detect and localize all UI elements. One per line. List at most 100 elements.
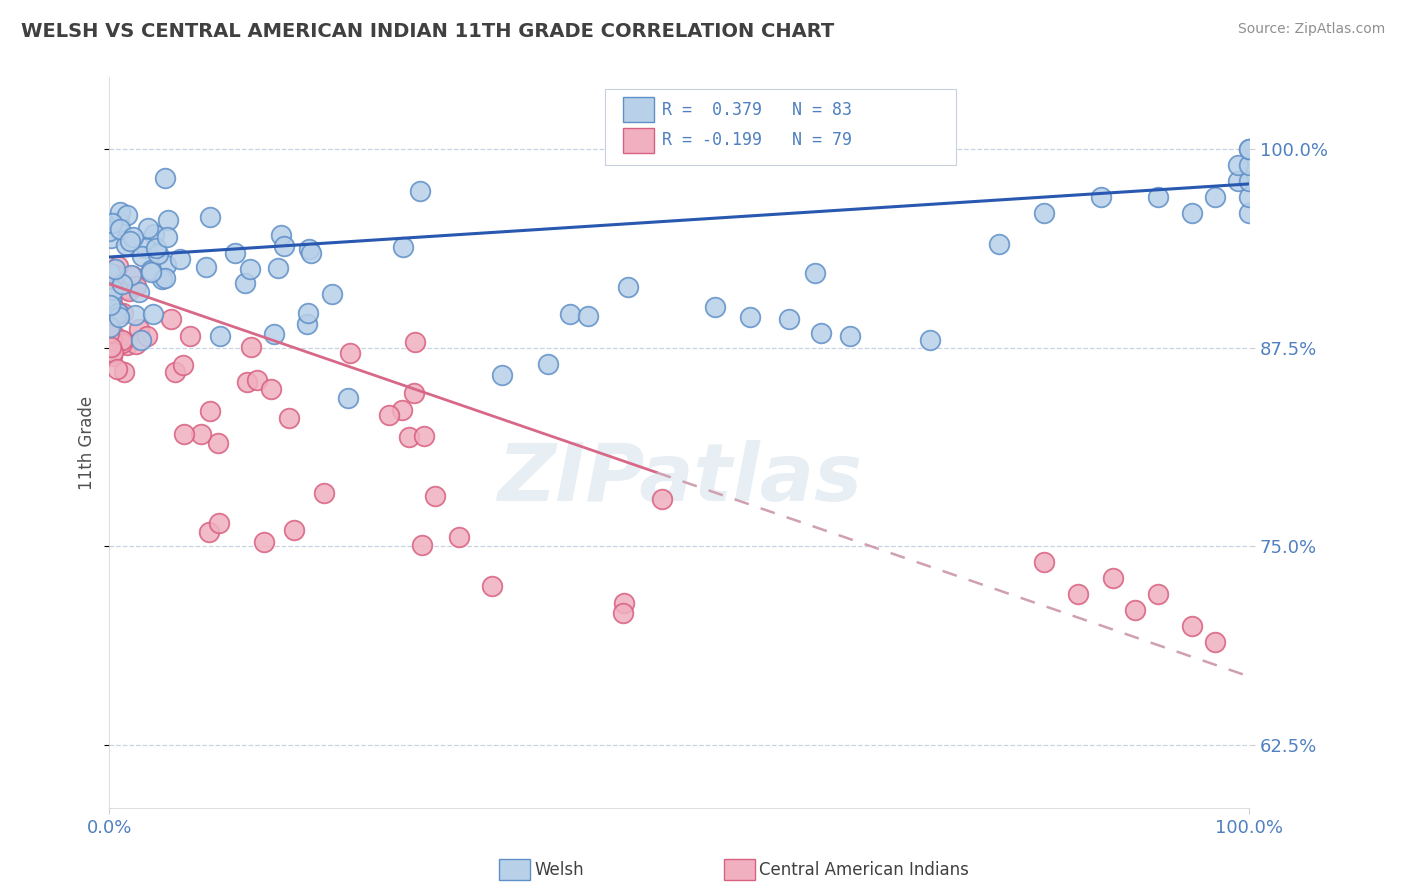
Point — [108, 204, 131, 219]
Point — [312, 486, 335, 500]
Point — [111, 277, 134, 291]
Point — [104, 268, 127, 283]
Point — [107, 259, 129, 273]
Point — [100, 231, 122, 245]
Text: R = -0.199   N = 79: R = -0.199 N = 79 — [662, 131, 852, 149]
Point — [108, 222, 131, 236]
Point — [156, 212, 179, 227]
Point — [233, 276, 256, 290]
Point — [125, 278, 148, 293]
Point — [208, 516, 231, 530]
Point — [131, 249, 153, 263]
Point — [321, 287, 343, 301]
Point — [560, 307, 582, 321]
Point — [107, 305, 129, 319]
Point — [155, 259, 177, 273]
Point — [128, 285, 150, 300]
Point — [447, 530, 470, 544]
Point — [100, 340, 122, 354]
Point — [112, 334, 135, 348]
Point — [98, 326, 121, 341]
Point — [169, 252, 191, 266]
Point — [1239, 205, 1261, 219]
Text: Central American Indians: Central American Indians — [759, 861, 969, 879]
Point — [378, 409, 401, 423]
Point — [150, 272, 173, 286]
Point — [115, 238, 138, 252]
Point — [136, 221, 159, 235]
Point — [1181, 618, 1204, 632]
Point — [1101, 571, 1123, 585]
Point — [270, 227, 292, 242]
Point — [297, 306, 319, 320]
Point — [107, 310, 129, 325]
Point — [1226, 174, 1249, 188]
Point — [1147, 189, 1170, 203]
Point — [141, 265, 163, 279]
Point — [115, 208, 138, 222]
Point — [98, 342, 121, 356]
Point — [198, 404, 221, 418]
Point — [98, 338, 121, 352]
Point — [135, 328, 157, 343]
Point — [277, 411, 299, 425]
Y-axis label: 11th Grade: 11th Grade — [79, 396, 96, 490]
Point — [107, 306, 129, 320]
Text: WELSH VS CENTRAL AMERICAN INDIAN 11TH GRADE CORRELATION CHART: WELSH VS CENTRAL AMERICAN INDIAN 11TH GR… — [21, 22, 834, 41]
Point — [104, 329, 127, 343]
Point — [98, 279, 121, 293]
Point — [156, 229, 179, 244]
Point — [411, 539, 433, 553]
Point — [153, 171, 176, 186]
Point — [297, 318, 319, 332]
Point — [1239, 174, 1261, 188]
Point — [491, 368, 513, 382]
Point — [804, 266, 827, 280]
Point — [100, 310, 122, 325]
Point — [236, 375, 259, 389]
Point — [122, 268, 145, 283]
Point — [98, 224, 121, 238]
Point — [118, 235, 141, 249]
Point — [100, 288, 122, 302]
Point — [98, 298, 121, 312]
Point — [100, 345, 122, 359]
Point — [190, 426, 212, 441]
Point — [1147, 587, 1170, 601]
Point — [100, 340, 122, 354]
Point — [125, 336, 148, 351]
Point — [194, 260, 217, 274]
Point — [128, 322, 150, 336]
Point — [253, 535, 276, 549]
Point — [105, 362, 128, 376]
Point — [404, 386, 426, 401]
Point — [101, 349, 124, 363]
Point — [616, 280, 638, 294]
Point — [100, 291, 122, 305]
Point — [1181, 205, 1204, 219]
Point — [121, 229, 143, 244]
Point — [1226, 158, 1249, 172]
Point — [224, 246, 246, 260]
Point — [101, 334, 124, 348]
Point — [98, 311, 121, 326]
Point — [163, 365, 186, 379]
Point — [142, 307, 165, 321]
Point — [198, 210, 221, 224]
Point — [111, 306, 134, 320]
Point — [159, 311, 181, 326]
Point — [481, 579, 503, 593]
Point — [100, 295, 122, 310]
Point — [173, 426, 195, 441]
Point — [100, 310, 122, 324]
Point — [778, 311, 800, 326]
Point — [273, 239, 295, 253]
Point — [129, 333, 152, 347]
Point — [98, 319, 121, 334]
Point — [576, 309, 599, 323]
Point — [115, 338, 138, 352]
Point — [98, 266, 121, 280]
Point — [398, 430, 420, 444]
Text: ZIPatlas: ZIPatlas — [496, 441, 862, 518]
Point — [145, 241, 167, 255]
